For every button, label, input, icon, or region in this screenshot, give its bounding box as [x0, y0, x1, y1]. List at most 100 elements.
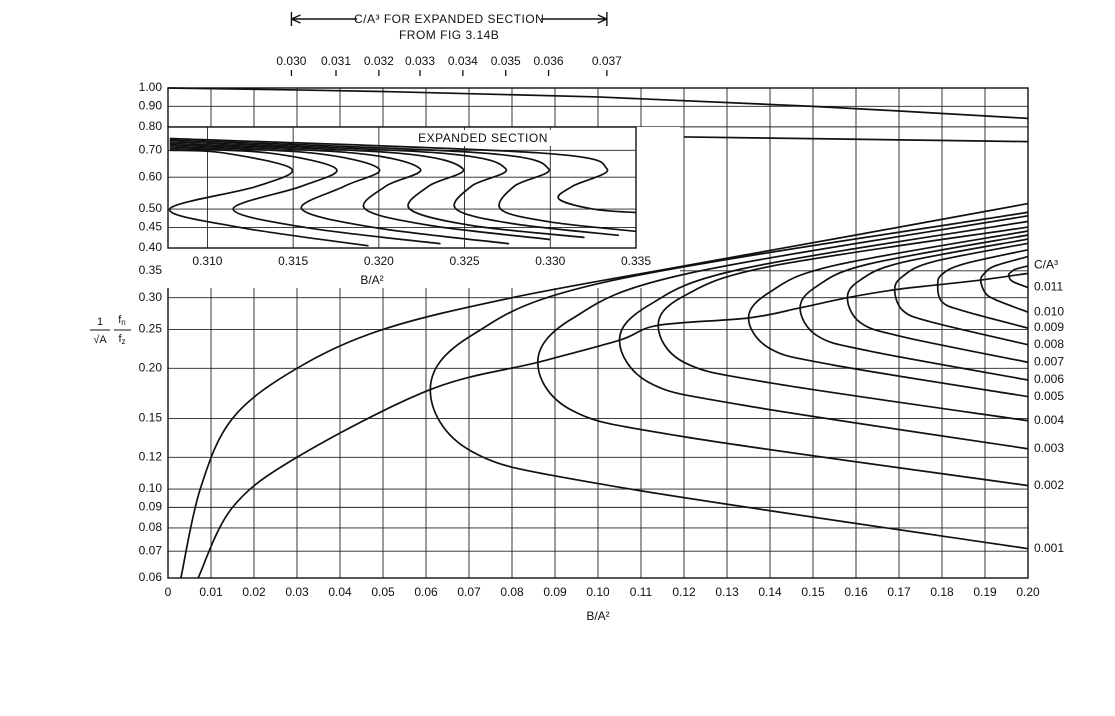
y-tick-label: 0.80	[139, 119, 163, 133]
y-tick-label: 0.30	[139, 290, 163, 304]
series-label: 0.010	[1034, 304, 1064, 318]
series-label: 0.011	[1034, 280, 1063, 294]
x-tick-label: 0.325	[450, 254, 480, 268]
y-tick-label: 0.15	[139, 411, 163, 425]
y-tick-label: 0.08	[139, 520, 163, 534]
x-tick-label: 0.335	[621, 254, 651, 268]
y-tick-label: 0.09	[139, 500, 163, 514]
x-tick-label: 0.14	[758, 585, 782, 599]
annotation: FROM FIG 3.14B	[399, 28, 499, 42]
annotation-arrow	[541, 12, 608, 26]
plot-frame	[167, 87, 1029, 579]
y-tick-label: 0.50	[139, 201, 163, 215]
curve	[618, 220, 1029, 450]
top-scale-label: 0.035	[491, 54, 521, 68]
curve	[169, 139, 636, 233]
curve	[893, 242, 1029, 346]
curve	[657, 226, 1029, 422]
x-tick-label: 0.04	[328, 585, 352, 599]
series-label: 0.005	[1034, 389, 1064, 403]
x-tick-label: 0.18	[930, 585, 954, 599]
x-tick-label: 0.20	[1016, 585, 1040, 599]
x-axis-label: B/A²	[586, 609, 609, 623]
top-scale-label: 0.030	[276, 54, 306, 68]
numerator: f	[118, 314, 122, 326]
y-tick-label: 0.90	[139, 99, 163, 113]
annotation-arrow	[290, 12, 358, 26]
inset-background	[164, 127, 680, 288]
top-scale-label: 0.036	[534, 54, 564, 68]
x-tick-label: 0.15	[801, 585, 825, 599]
inset-title-bg	[408, 130, 558, 146]
x-tick-label: 0.17	[887, 585, 911, 599]
series-label: 0.008	[1034, 337, 1064, 351]
curve	[799, 234, 1029, 381]
x-tick-label: 0.03	[285, 585, 309, 599]
y-label-denominator: fz	[118, 333, 125, 346]
top-scale-label: 0.031	[321, 54, 351, 68]
y-tick-label: 0.60	[139, 169, 163, 183]
series-label: 0.004	[1034, 413, 1064, 427]
y-tick-label: 0.20	[139, 360, 163, 374]
curve	[180, 202, 1029, 579]
curve	[536, 214, 1029, 487]
curve	[197, 272, 1029, 579]
series-label: 0.009	[1034, 320, 1064, 334]
curve	[169, 144, 551, 241]
series-label: 0.001	[1034, 541, 1064, 555]
curve	[169, 142, 585, 239]
top-scale-label: 0.034	[448, 54, 478, 68]
y-tick-label: 0.07	[139, 543, 163, 557]
x-tick-label: 0.16	[844, 585, 868, 599]
y-label-numerator: 1	[97, 316, 103, 328]
curve	[747, 230, 1029, 398]
x-tick-label: 0.11	[630, 585, 653, 599]
y-tick-label: 0.10	[139, 481, 163, 495]
x-tick-label: 0.12	[672, 585, 696, 599]
annotation: C/A³ FOR EXPANDED SECTION	[354, 12, 544, 26]
x-tick-label: 0.08	[500, 585, 524, 599]
top-scale-label: 0.032	[364, 54, 394, 68]
curve	[169, 140, 619, 237]
inset-x-label: B/A²	[360, 273, 383, 287]
x-tick-label: 0.07	[457, 585, 481, 599]
x-tick-label: 0.315	[278, 254, 308, 268]
x-tick-label: 0.09	[543, 585, 567, 599]
curve	[169, 147, 441, 245]
numerator-sub: n	[121, 318, 125, 327]
y-tick-label: 0.12	[139, 449, 163, 463]
curve	[429, 211, 1029, 550]
x-tick-label: 0.05	[371, 585, 395, 599]
y-tick-label: 0.70	[139, 142, 163, 156]
curve	[936, 248, 1029, 329]
curve	[169, 146, 510, 245]
curve	[846, 238, 1029, 364]
x-tick-label: 0.06	[414, 585, 438, 599]
y-label-numerator: fn	[118, 314, 126, 327]
y-tick-label: 0.06	[139, 570, 163, 584]
y-tick-label: 0.40	[139, 240, 163, 254]
plot-frame	[167, 126, 637, 249]
denominator: f	[118, 333, 122, 345]
curve	[1007, 265, 1029, 289]
curve	[979, 255, 1029, 314]
series-label: 0.002	[1034, 478, 1064, 492]
curve	[167, 87, 1029, 120]
y-tick-label: 0.45	[139, 220, 163, 234]
x-tick-label: 0	[165, 585, 172, 599]
y-tick-label: 0.35	[139, 263, 163, 277]
inset-title: EXPANDED SECTION	[418, 131, 548, 145]
x-tick-label: 0.01	[199, 585, 223, 599]
x-tick-label: 0.19	[973, 585, 997, 599]
y-tick-label: 0.25	[139, 322, 163, 336]
curve	[168, 149, 369, 247]
curve	[683, 136, 1029, 143]
x-tick-label: 0.02	[242, 585, 266, 599]
top-scale-label: 0.037	[592, 54, 622, 68]
y-tick-label: 1.00	[139, 80, 163, 94]
x-tick-label: 0.13	[715, 585, 739, 599]
x-tick-label: 0.10	[586, 585, 610, 599]
x-tick-label: 0.320	[364, 254, 394, 268]
series-label: 0.007	[1034, 354, 1064, 368]
legend-title: C/A³	[1034, 258, 1058, 272]
